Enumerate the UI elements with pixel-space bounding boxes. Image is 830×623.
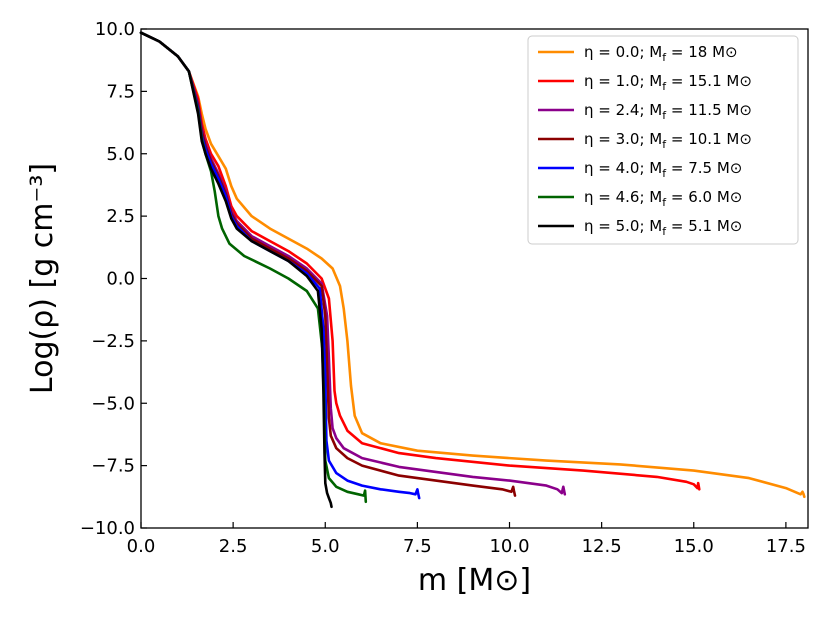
axis-ticks: [140, 28, 787, 529]
y-tick-labels: 10.0 7.5 5.0 2.5 0.0 −2.5 −5.0 −7.5 −10.0: [80, 19, 135, 539]
y-tick-label: 5.0: [106, 144, 135, 165]
x-axis-title: m [M⊙]: [418, 563, 531, 598]
x-tick-label: 15.0: [674, 536, 714, 557]
series-line-0: [139, 31, 806, 499]
x-tick-label: 2.5: [219, 536, 248, 557]
legend-label-sub: f: [662, 51, 667, 64]
legend-label-main: η = 3.0; M: [584, 130, 662, 148]
legend-label-main: η = 2.4; M: [584, 101, 662, 119]
legend-entry-0: η = 0.0; Mf = 18 M⊙: [584, 43, 738, 64]
x-tick-label: 0.0: [127, 536, 156, 557]
x-tick-label: 12.5: [582, 536, 622, 557]
y-axis-title: Log(ρ) [g cm⁻³]: [25, 163, 60, 394]
x-tick-label: 7.5: [403, 536, 432, 557]
legend-label-sub: f: [662, 80, 667, 93]
legend-label-rest: = 5.1 M⊙: [666, 217, 742, 235]
legend-label-sub: f: [662, 196, 667, 209]
legend-label-main: η = 4.0; M: [584, 159, 662, 177]
legend-label-sub: f: [662, 225, 667, 238]
y-tick-label: −7.5: [91, 456, 135, 477]
legend: η = 0.0; Mf = 18 M⊙η = 1.0; Mf = 15.1 M⊙…: [527, 35, 799, 245]
y-tick-label: 10.0: [95, 19, 135, 40]
series-line-6: [139, 31, 333, 509]
y-tick-label: 2.5: [106, 206, 135, 227]
legend-label-rest: = 6.0 M⊙: [666, 188, 742, 206]
legend-label-rest: = 15.1 M⊙: [666, 72, 752, 90]
legend-label-main: η = 1.0; M: [584, 72, 662, 90]
y-tick-label: −5.0: [91, 393, 135, 414]
x-tick-labels: 0.0 2.5 5.0 7.5 10.0 12.5 15.0 17.5: [127, 536, 806, 557]
legend-label-main: η = 4.6; M: [584, 188, 662, 206]
legend-entry-6: η = 5.0; Mf = 5.1 M⊙: [584, 217, 742, 238]
series-line-4: [139, 31, 421, 500]
series-line-2: [139, 31, 567, 496]
y-tick-label: −2.5: [91, 331, 135, 352]
legend-label-rest: = 7.5 M⊙: [666, 159, 742, 177]
x-tick-label: 17.5: [766, 536, 806, 557]
legend-label-sub: f: [662, 138, 667, 151]
legend-label-rest: = 11.5 M⊙: [666, 101, 752, 119]
legend-box: [527, 35, 799, 245]
y-tick-label: −10.0: [80, 518, 135, 539]
plot-lines: [139, 31, 806, 509]
legend-entry-1: η = 1.0; Mf = 15.1 M⊙: [584, 72, 752, 93]
legend-entry-3: η = 3.0; Mf = 10.1 M⊙: [584, 130, 752, 151]
legend-label-sub: f: [662, 167, 667, 180]
y-tick-label: 7.5: [106, 81, 135, 102]
y-tick-label: 0.0: [106, 269, 135, 290]
legend-label-main: η = 0.0; M: [584, 43, 662, 61]
legend-entry-4: η = 4.0; Mf = 7.5 M⊙: [584, 159, 742, 180]
legend-entry-2: η = 2.4; Mf = 11.5 M⊙: [584, 101, 752, 122]
legend-entry-5: η = 4.6; Mf = 6.0 M⊙: [584, 188, 742, 209]
x-tick-label: 5.0: [311, 536, 340, 557]
legend-label-rest: = 18 M⊙: [666, 43, 737, 61]
legend-label-rest: = 10.1 M⊙: [666, 130, 752, 148]
legend-label-sub: f: [662, 109, 667, 122]
legend-label-main: η = 5.0; M: [584, 217, 662, 235]
x-tick-label: 10.0: [489, 536, 529, 557]
